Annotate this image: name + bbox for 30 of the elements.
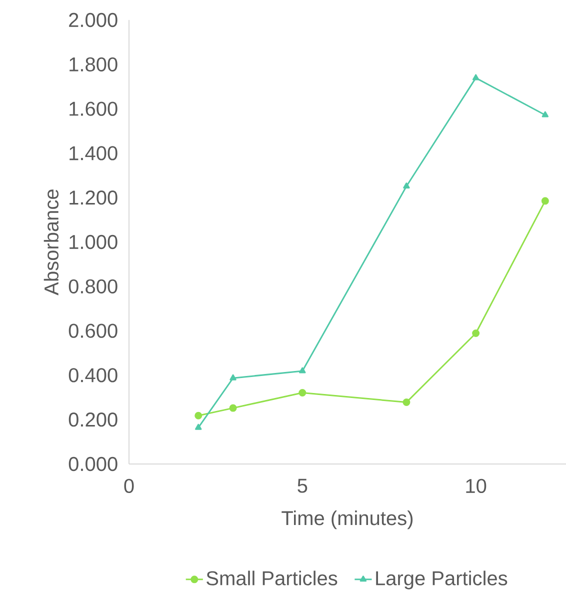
- point: [472, 329, 480, 337]
- x-tick-label: 0: [124, 478, 134, 494]
- y-tick-label: 1.400: [69, 146, 118, 160]
- point: [298, 388, 306, 396]
- legend-label: Large Particles: [376, 570, 507, 590]
- y-tick-label: 2.000: [68, 12, 118, 28]
- legend-label: Small Particles: [206, 570, 337, 586]
- y-tick-label: 0.200: [68, 412, 118, 427]
- point: [194, 412, 202, 420]
- y-tick-label: 1.800: [69, 57, 118, 72]
- point: [402, 398, 410, 406]
- x-tick-label: 5: [297, 478, 307, 493]
- point: [229, 404, 237, 412]
- y-axis-title: Absorbance: [44, 190, 58, 296]
- point: [541, 197, 549, 205]
- y-tick-label: 0.800: [68, 279, 118, 294]
- y-tick-label: 1.000: [69, 234, 118, 250]
- y-tick-label: 0.000: [68, 456, 118, 472]
- point: [402, 182, 410, 189]
- x-axis-title: Time (minutes): [281, 510, 412, 530]
- point: [229, 374, 236, 380]
- x-tick-label: 10: [466, 478, 486, 494]
- y-tick-label: 1.200: [69, 190, 118, 205]
- y-tick-label: 1.600: [69, 102, 118, 116]
- point: [472, 74, 479, 80]
- y-tick-label: 0.400: [68, 368, 118, 382]
- y-tick-label: 0.600: [68, 324, 118, 338]
- point: [298, 367, 306, 374]
- point: [542, 111, 548, 118]
- point: [194, 424, 202, 430]
